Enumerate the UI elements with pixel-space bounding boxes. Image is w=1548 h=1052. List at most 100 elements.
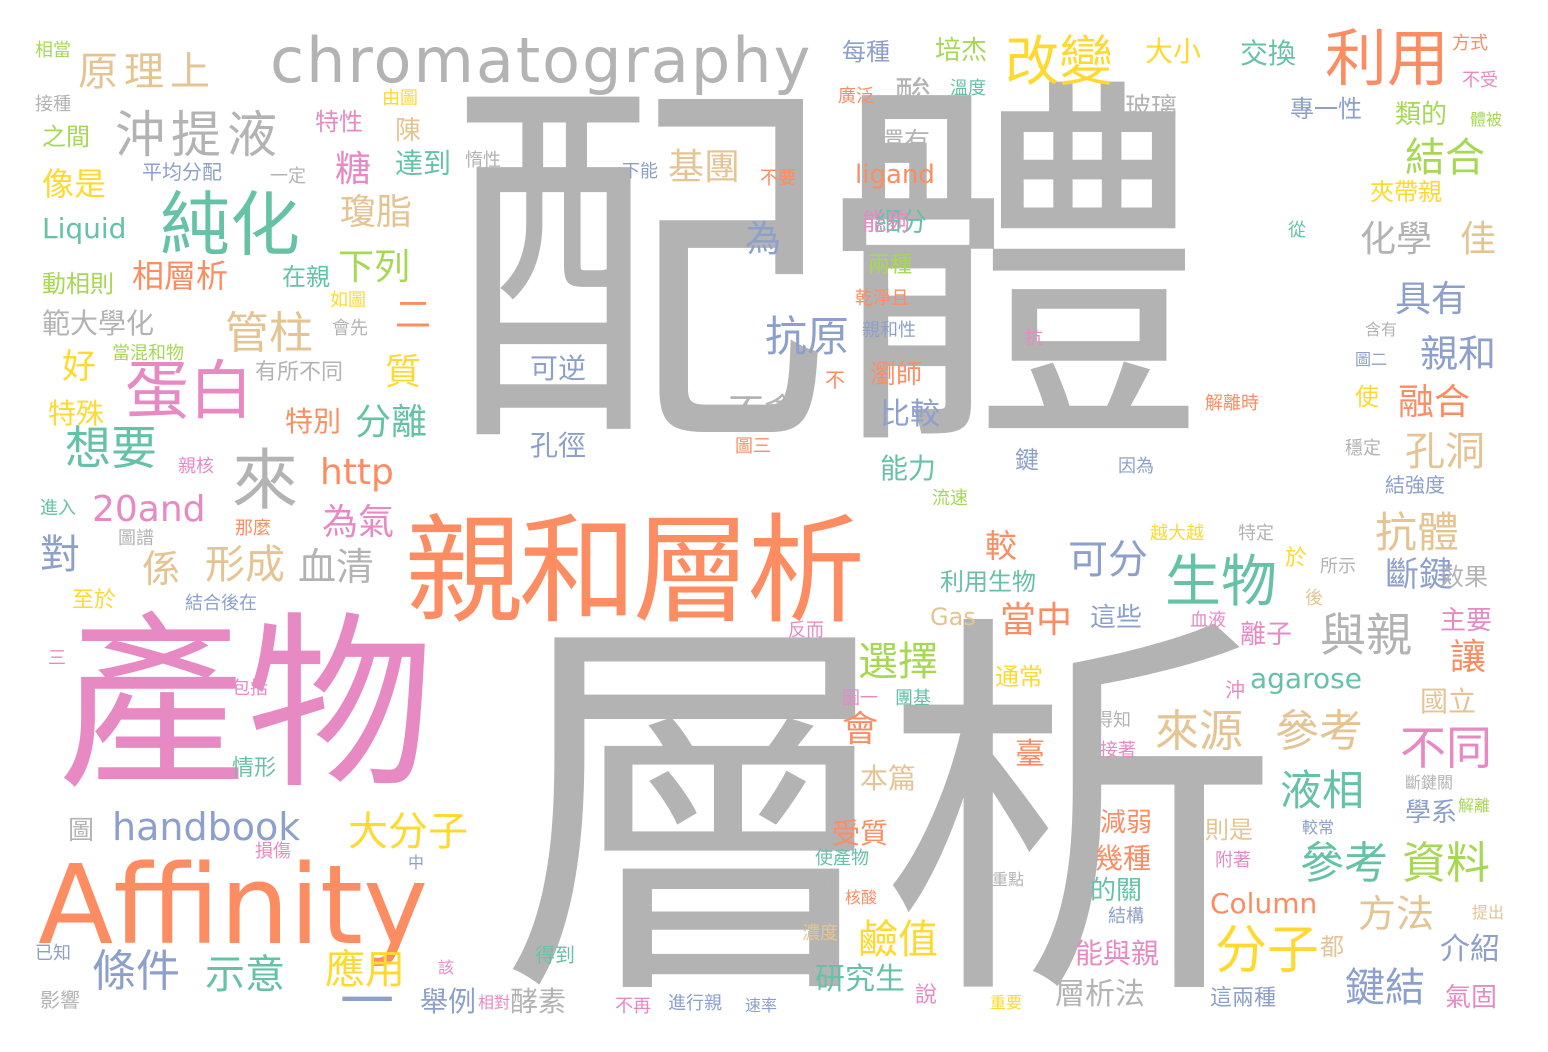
word-hanyou: 含有 [1365, 320, 1398, 339]
word-wendu: 溫度 [950, 78, 986, 99]
word-yuedayue: 越大越 [1150, 523, 1204, 544]
word-jiaohuan: 交換 [1240, 37, 1297, 70]
word-hui: 會 [842, 709, 879, 750]
word-ganjingqie: 乾淨且 [855, 288, 909, 309]
word-jianzhi: 鹼值 [858, 917, 938, 963]
word-leide: 類的 [1395, 100, 1448, 130]
word-pingjunfenpei: 平均分配 [142, 160, 222, 184]
word-dui: 對 [40, 532, 80, 578]
word-yinwei: 因為 [1118, 456, 1154, 477]
word-tang: 糖 [335, 149, 372, 190]
word-dadao: 達到 [395, 147, 452, 180]
word-jiao: 較 [985, 527, 1018, 565]
word-danghunhewu: 當混和物 [112, 343, 184, 364]
word-buzai: 不再 [615, 996, 651, 1017]
word-zhongdian: 重點 [992, 870, 1025, 889]
word-xingcheng: 形成 [205, 542, 285, 588]
word-xiangyao: 想要 [65, 421, 157, 475]
word-xiangshi: 像是 [42, 165, 107, 203]
word-hao: 好 [62, 347, 96, 387]
word-yexiang: 液相 [1280, 766, 1365, 815]
word-xuexi: 學系 [1405, 798, 1458, 828]
word-column: Column [1210, 887, 1318, 920]
word-tai: 臺 [1015, 737, 1045, 772]
word-chunhua: 純化 [160, 184, 300, 266]
word-buhui: 不會 [728, 392, 801, 433]
word-nengyuqin: 能與親 [1075, 937, 1160, 970]
word-cengxifa: 層析法 [1055, 977, 1145, 1012]
word-jieshao: 介紹 [1440, 932, 1500, 967]
word-chen: 陳 [395, 116, 422, 146]
word-shi: 使 [1355, 383, 1379, 411]
word-butong: 不同 [1400, 721, 1492, 775]
word-benpian: 本篇 [860, 762, 917, 795]
word-nenggou: 能夠 [862, 208, 910, 236]
word-guanzhu: 管柱 [225, 308, 313, 359]
word-liushi: 瀏師 [870, 360, 923, 390]
word-weiqi: 為氣 [322, 502, 395, 543]
word-fenli: 分離 [355, 402, 428, 443]
word-shichanwu: 使產物 [815, 848, 869, 869]
word-shouzhi: 受質 [832, 817, 889, 850]
word-ziliao: 資料 [1402, 838, 1490, 889]
word-yizhi: 已知 [35, 943, 71, 964]
word-suoshi: 所示 [1320, 556, 1356, 577]
word-guangfan: 廣泛 [838, 86, 874, 107]
word-ronghe: 融合 [1398, 382, 1471, 423]
word-tuyi: 圖一 [842, 688, 878, 709]
word-jiaochang: 較常 [1302, 818, 1335, 837]
word-liyongshengwu: 利用生物 [940, 568, 1036, 596]
word-bu: 不 [825, 368, 845, 392]
word-teshu: 特殊 [48, 397, 105, 430]
word-affinity: Affinity [38, 841, 429, 969]
word-guoli: 國立 [1420, 685, 1477, 718]
word-peiti: 配體 [445, 48, 1205, 496]
word-shiyi: 示意 [205, 952, 285, 998]
word-xueye: 血液 [1190, 610, 1226, 631]
word-jia: 佳 [1460, 219, 1497, 260]
word-meizhong: 每種 [842, 38, 890, 66]
word-name: 那麼 [235, 518, 271, 539]
word-chongtiye: 沖提液 [115, 106, 283, 164]
word-kangyuan: 抗原 [765, 312, 850, 361]
word-deguan: 的關 [1090, 876, 1143, 906]
word-wending: 穩定 [1345, 438, 1381, 459]
word-dezhi: 得知 [1095, 710, 1131, 731]
word-xialie: 下列 [338, 247, 411, 288]
word-tupu: 圖譜 [118, 528, 154, 549]
word-dafenzi: 大分子 [348, 809, 468, 855]
word-duoxing: 惰性 [465, 150, 501, 171]
word-teding: 特定 [1238, 523, 1274, 544]
word-tu: 圖 [68, 816, 95, 846]
word-fuzhe: 附著 [1215, 850, 1251, 871]
word-peijie: 培杰 [935, 36, 988, 66]
word-jielishi: 解離時 [1205, 393, 1259, 414]
word-qiongzhi: 瓊脂 [340, 192, 413, 233]
word-jiegou: 結構 [1108, 906, 1144, 927]
word-tibei: 體被 [1470, 110, 1503, 129]
word-yi: 一 [340, 970, 394, 1033]
word-chanwu: 產物 [58, 596, 434, 815]
word-cengxi: 層析 [500, 585, 1280, 1050]
word-jieqiangdu: 結強度 [1385, 473, 1445, 497]
word-juyou: 具有 [1395, 279, 1468, 320]
word-lizi: 離子 [1240, 620, 1293, 650]
word-gas: Gas [930, 603, 976, 631]
word-tusan: 圖三 [735, 436, 771, 457]
word-liquid: Liquid [42, 212, 127, 245]
word-jiehehouzai: 結合後在 [185, 593, 257, 614]
word-zhiyu: 至於 [72, 588, 117, 613]
word-xueqing: 血清 [298, 545, 375, 589]
word-gaibian: 改變 [1005, 30, 1113, 93]
word-bushou: 不受 [1462, 70, 1498, 91]
word-jian: 鍵 [1015, 446, 1039, 474]
word-xianeng: 下能 [622, 161, 658, 182]
word-dedao: 得到 [535, 943, 575, 967]
word-yuqin: 與親 [1320, 608, 1412, 662]
word-texing: 特性 [315, 108, 363, 136]
word-cankao-2: 參考 [1300, 838, 1388, 889]
word-liangzhong: 兩種 [868, 253, 913, 278]
word-http: http [320, 452, 394, 493]
word-yingyong: 應用 [325, 947, 405, 993]
word-keni: 可逆 [530, 352, 587, 385]
